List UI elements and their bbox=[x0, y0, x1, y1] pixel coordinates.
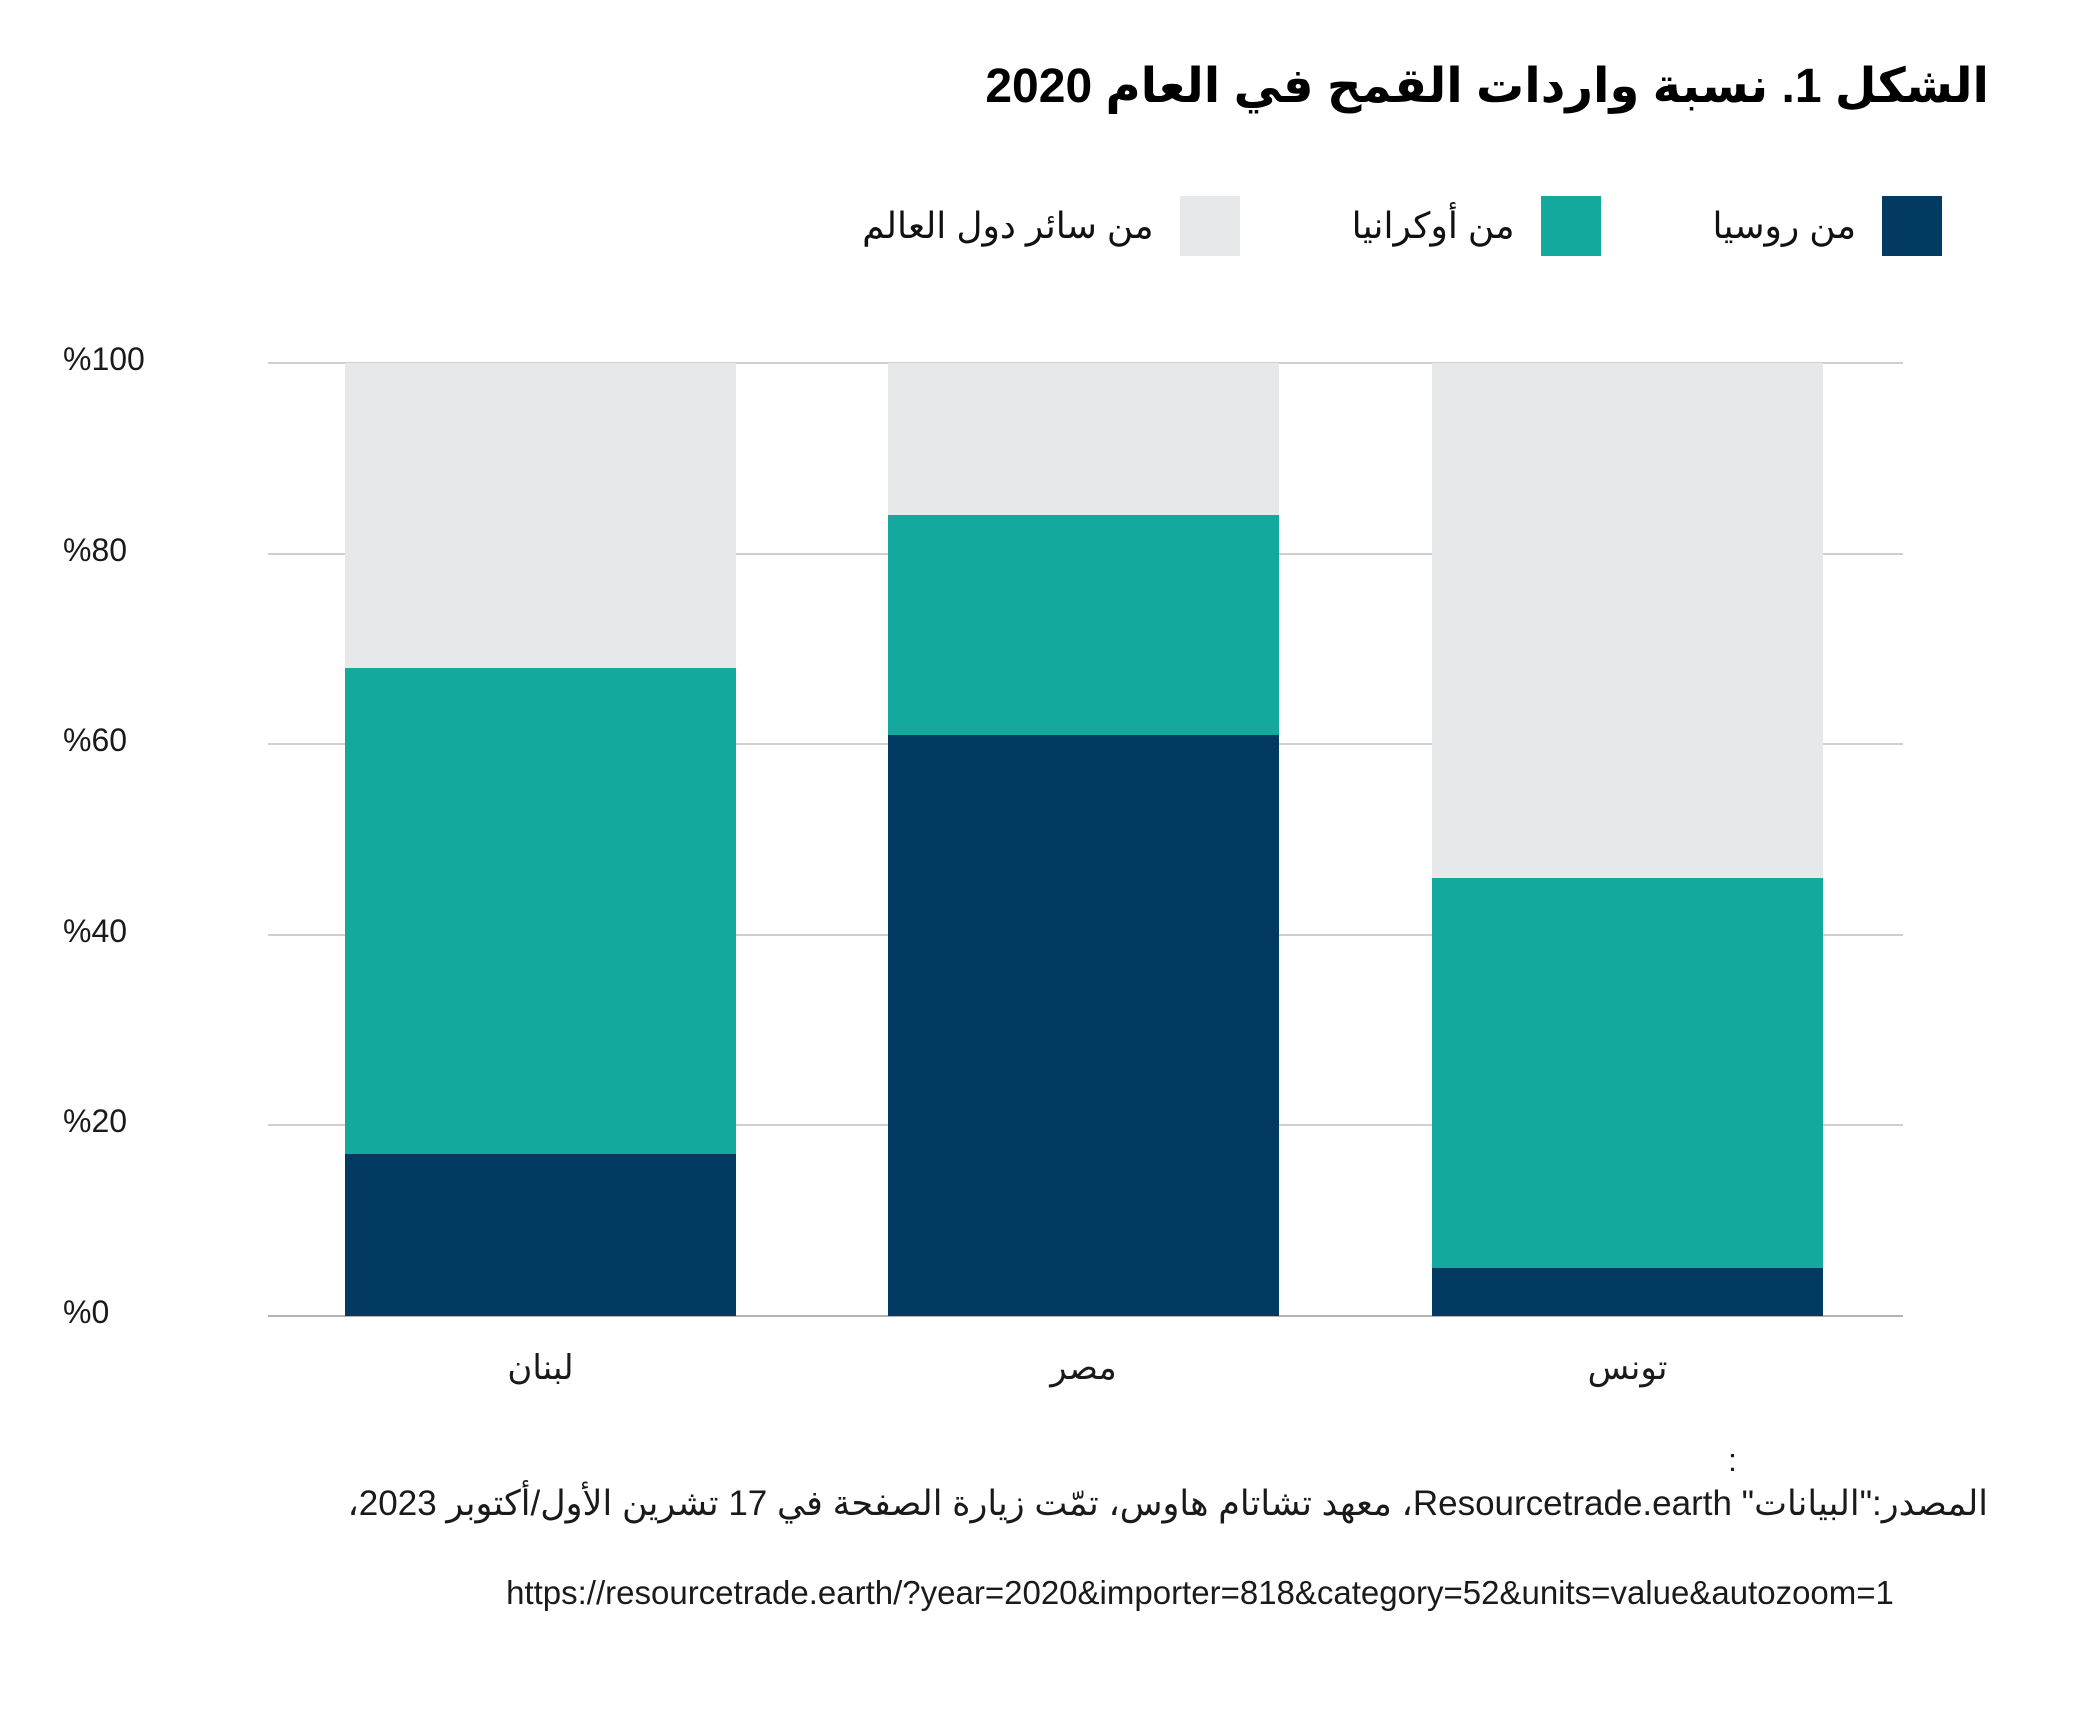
y-tick-label-60: %60 bbox=[63, 722, 128, 759]
bar-لبنان bbox=[345, 363, 736, 1316]
source-text: المصدر:"البيانات" Resourcetrade.earth، م… bbox=[347, 1484, 1989, 1523]
legend-label-russia: من روسيا bbox=[1712, 205, 1856, 246]
bar-segment-russia bbox=[888, 734, 1279, 1316]
legend-label-ukraine: من أوكرانيا bbox=[1351, 205, 1515, 246]
legend-item-rest-of-world: من سائر دول العالم bbox=[862, 196, 1240, 256]
x-tick-label-تونس: تونس bbox=[1587, 1349, 1668, 1387]
y-tick-label-100: %100 bbox=[63, 341, 145, 377]
x-tick-label-لبنان: لبنان bbox=[507, 1349, 574, 1387]
legend-item-ukraine: من أوكرانيا bbox=[1352, 196, 1601, 256]
legend-item-russia: من روسيا bbox=[1713, 196, 1942, 256]
bar-segment-rest-of-world bbox=[888, 363, 1279, 516]
legend-swatch-ukraine bbox=[1540, 196, 1601, 256]
y-tick-label-20: %20 bbox=[63, 1103, 128, 1140]
bar-segment-ukraine bbox=[345, 667, 736, 1154]
y-tick-label-40: %40 bbox=[63, 912, 128, 949]
legend-label-rest-of-world: من سائر دول العالم bbox=[862, 205, 1154, 246]
legend-swatch-rest-of-world bbox=[1179, 196, 1240, 256]
plot-area: %0 %20 %40 %60 %80 %100 لبنان مصر تونس bbox=[63, 341, 1903, 1387]
bar-segment-russia bbox=[345, 1154, 736, 1316]
bar-segment-rest-of-world bbox=[1432, 363, 1823, 878]
chart-legend: من روسيا من أوكرانيا من سائر دول العالم bbox=[862, 196, 1942, 256]
bar-segment-russia bbox=[1432, 1268, 1823, 1316]
y-tick-label-80: %80 bbox=[63, 531, 128, 568]
bar-مصر bbox=[888, 363, 1279, 1316]
x-tick-label-مصر: مصر bbox=[1050, 1349, 1117, 1387]
source-url: https://resourcetrade.earth/?year=2020&i… bbox=[506, 1574, 1894, 1611]
bar-segment-ukraine bbox=[888, 515, 1279, 735]
y-tick-label-0: %0 bbox=[63, 1294, 110, 1330]
chart-title: الشكل 1. نسبة واردات القمح في العام 2020 bbox=[985, 60, 1989, 113]
legend-swatch-russia bbox=[1882, 196, 1942, 256]
bar-تونس bbox=[1432, 363, 1823, 1316]
stray-colon: : bbox=[1728, 1442, 1737, 1478]
bar-segment-ukraine bbox=[1432, 877, 1823, 1269]
gridline-100 bbox=[268, 362, 1903, 364]
gridline-0 bbox=[268, 1315, 1903, 1317]
bar-segment-rest-of-world bbox=[345, 363, 736, 668]
